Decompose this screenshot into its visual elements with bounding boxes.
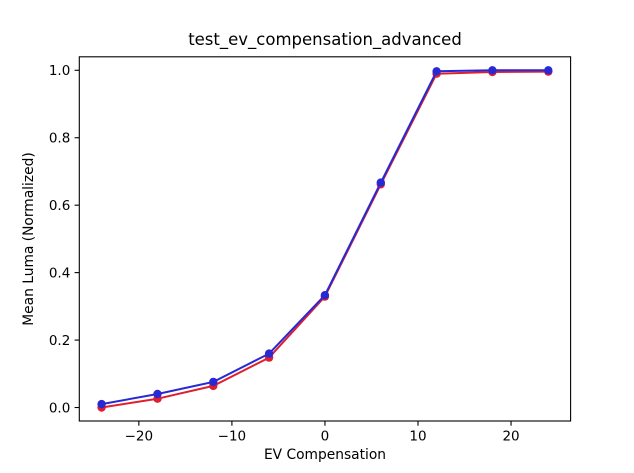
x-tick-label: 0 xyxy=(321,429,330,445)
series-blue-marker xyxy=(376,178,385,187)
series-blue-marker xyxy=(320,291,330,300)
series-blue-marker xyxy=(97,399,106,409)
series-blue-marker xyxy=(432,67,441,76)
series-blue-marker xyxy=(264,349,274,358)
series-blue-marker xyxy=(153,389,162,399)
y-tick-label: 1.0 xyxy=(49,63,70,79)
axes-frame xyxy=(78,56,572,422)
y-tick-label: 0.4 xyxy=(49,265,70,281)
series-blue-marker xyxy=(544,66,553,75)
series-blue-marker xyxy=(488,66,497,75)
y-axis-label: Mean Luma (Normalized) xyxy=(21,152,37,326)
y-tick-label: 0.2 xyxy=(49,333,70,349)
y-tick-label: 0.0 xyxy=(49,400,70,416)
chart-title: test_ev_compensation_advanced xyxy=(188,30,462,49)
series-blue-marker xyxy=(209,377,218,387)
x-tick-label: −10 xyxy=(218,429,247,445)
y-tick-label: 0.6 xyxy=(49,198,70,214)
x-axis-label: EV Compensation xyxy=(263,447,387,463)
x-tick-label: 20 xyxy=(502,429,519,445)
x-tick-label: 10 xyxy=(409,429,426,445)
y-tick-label: 0.8 xyxy=(49,131,70,147)
x-tick-label: −20 xyxy=(125,429,154,445)
